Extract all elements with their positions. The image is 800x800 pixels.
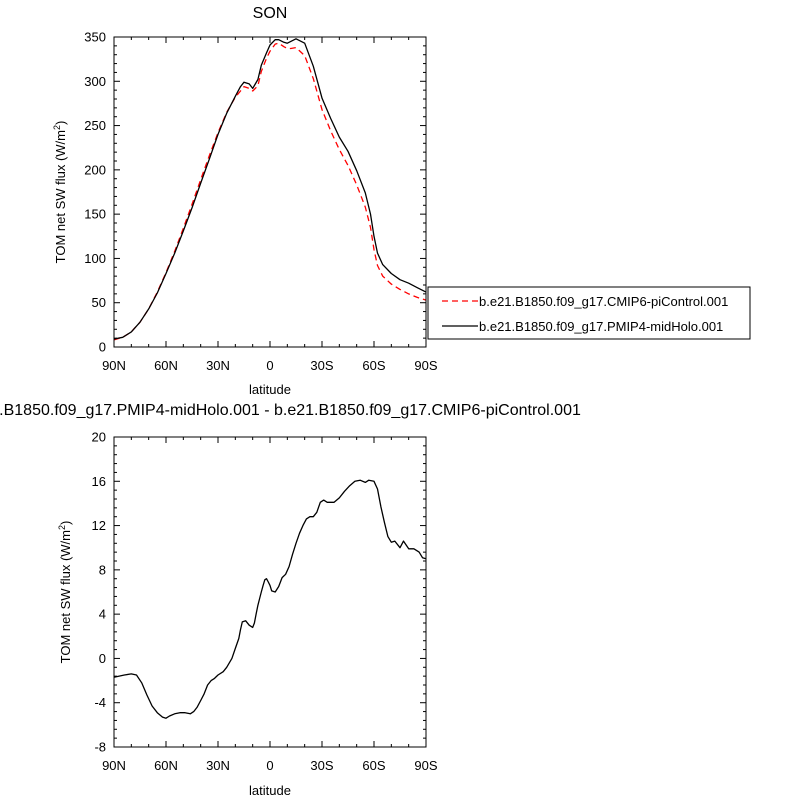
bottom-panel: b.e21.B1850.f09_g17.PMIP4-midHolo.001 - … xyxy=(0,402,581,798)
bottom-x-tick-label: 60N xyxy=(154,758,178,773)
top-x-tick-labels: 90N 60N 30N 0 30S 60S 90S xyxy=(102,358,438,373)
bottom-x-tick-label: 30S xyxy=(310,758,333,773)
bottom-y-tick-label: -4 xyxy=(94,695,106,710)
legend-box xyxy=(427,286,751,340)
top-x-tick-label: 30N xyxy=(206,358,230,373)
top-y-tick-labels: 0 50 100 150 200 250 300 350 xyxy=(84,30,106,355)
legend-label-midholo: b.e21.B1850.f09_g17.PMIP4-midHolo.001 xyxy=(479,319,723,334)
top-chart-title: SON xyxy=(253,5,288,22)
bottom-grid-ticks xyxy=(113,436,427,748)
top-y-tick-label: 200 xyxy=(84,162,106,177)
legend-label-picontrol: b.e21.B1850.f09_g17.CMIP6-piControl.001 xyxy=(479,294,728,309)
top-x-tick-label: 60S xyxy=(362,358,385,373)
top-x-tick-label: 30S xyxy=(310,358,333,373)
top-x-tick-label: 0 xyxy=(266,358,273,373)
top-plot-frame xyxy=(113,36,427,348)
bottom-x-tick-labels: 90N 60N 30N 0 30S 60S 90S xyxy=(102,758,438,773)
bottom-series-line-0 xyxy=(113,479,427,719)
top-y-tick-label: 50 xyxy=(92,295,106,310)
legend: b.e21.B1850.f09_g17.CMIP6-piControl.001 … xyxy=(427,286,751,340)
top-series-layer xyxy=(113,38,427,341)
bottom-y-axis-label: TOM net SW flux (W/m2) xyxy=(57,521,73,664)
bottom-x-tick-label: 90S xyxy=(414,758,437,773)
top-y-tick-label: 100 xyxy=(84,251,106,266)
bottom-series-layer xyxy=(113,479,427,719)
top-y-axis-label: TOM net SW flux (W/m2) xyxy=(52,121,68,264)
bottom-x-tick-label: 0 xyxy=(266,758,273,773)
top-y-tick-label: 0 xyxy=(99,340,106,355)
bottom-y-tick-label: -8 xyxy=(94,740,106,755)
bottom-y-tick-label: 4 xyxy=(99,607,106,622)
bottom-x-tick-label: 90N xyxy=(102,758,126,773)
top-y-tick-label: 300 xyxy=(84,74,106,89)
bottom-y-tick-label: 12 xyxy=(92,518,106,533)
bottom-plot-frame xyxy=(113,436,427,748)
top-y-tick-label: 250 xyxy=(84,118,106,133)
bottom-y-tick-labels: -8 -4 0 4 8 12 16 20 xyxy=(92,430,106,755)
top-series-line-0 xyxy=(113,42,427,341)
top-x-axis-label: latitude xyxy=(249,382,291,397)
bottom-chart-title: b.e21.B1850.f09_g17.PMIP4-midHolo.001 - … xyxy=(0,402,581,419)
bottom-x-axis-label: latitude xyxy=(249,783,291,798)
top-grid-ticks xyxy=(113,36,427,348)
top-y-tick-label: 350 xyxy=(84,30,106,45)
bottom-x-tick-label: 60S xyxy=(362,758,385,773)
bottom-x-tick-label: 30N xyxy=(206,758,230,773)
bottom-y-tick-label: 16 xyxy=(92,474,106,489)
bottom-y-tick-label: 8 xyxy=(99,562,106,577)
bottom-y-tick-label: 20 xyxy=(92,430,106,445)
top-series-line-1 xyxy=(113,38,427,340)
top-x-tick-label: 60N xyxy=(154,358,178,373)
top-x-tick-label: 90S xyxy=(414,358,437,373)
top-panel: SON 0 50 100 150 200 250 300 350 90N 60N 30N 0 30S 6… xyxy=(52,5,751,397)
top-x-tick-label: 90N xyxy=(102,358,126,373)
bottom-y-tick-label: 0 xyxy=(99,651,106,666)
top-y-tick-label: 150 xyxy=(84,207,106,222)
